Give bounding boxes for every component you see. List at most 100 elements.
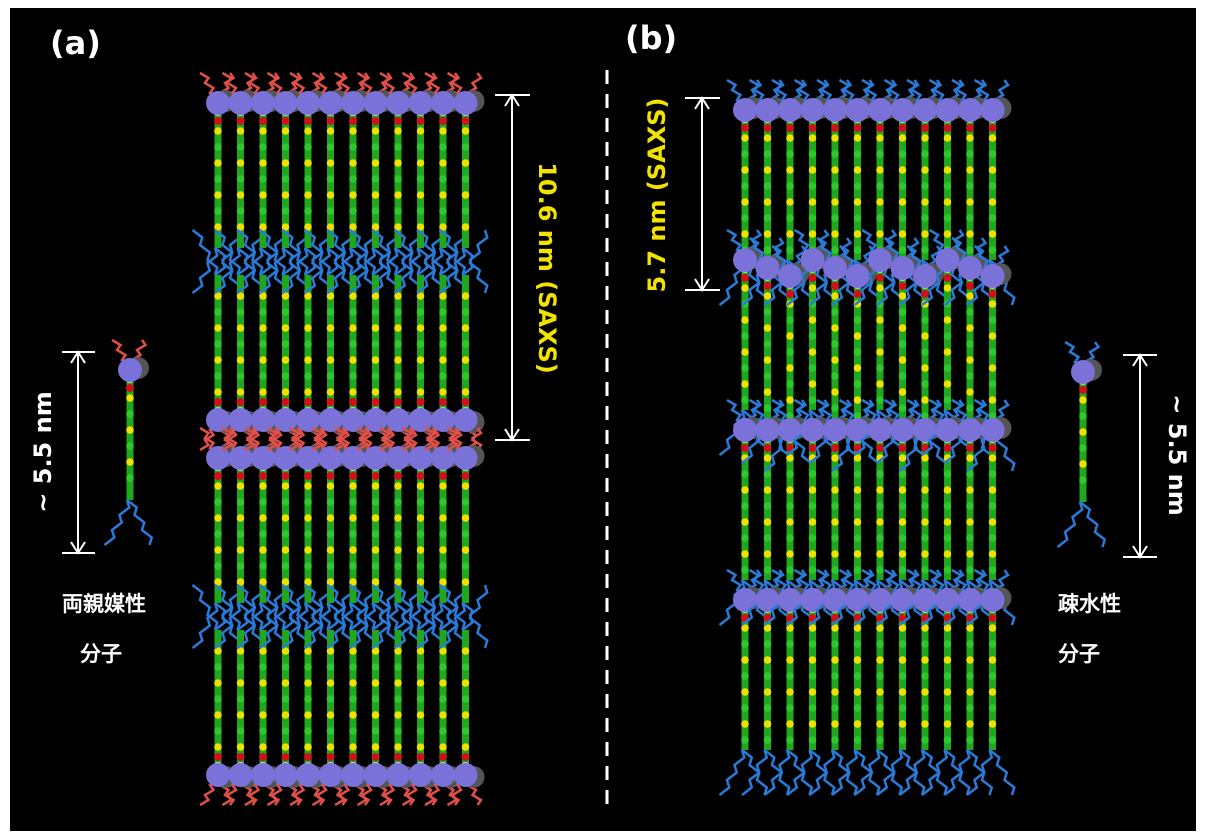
molecule-part [854,124,862,132]
molecule-part [214,191,222,199]
molecule-part [854,198,862,206]
molecule-part [237,127,245,135]
molecule-part [126,384,134,392]
molecule-part [372,143,380,151]
molecule-part [966,282,974,290]
molecule-part [809,656,817,664]
molecule-part [304,356,312,364]
molecule-part [809,444,817,452]
molecule-part [741,396,749,404]
molecule-part [394,514,402,522]
molecule-part [989,518,997,526]
molecule-part [327,159,335,167]
molecule-part [364,446,388,470]
molecule-part [349,530,357,538]
molecule-part [417,340,425,348]
molecule-part [394,398,402,406]
molecule-part [259,663,267,671]
molecule-part [944,656,952,664]
molecule-part [764,720,772,728]
molecule-part [764,372,772,380]
molecule-part [786,230,794,238]
molecule-part [921,332,929,340]
molecule-part [809,274,817,282]
molecule-part [809,182,817,190]
molecule-part [809,124,817,132]
molecule-part [417,546,425,554]
molecule-part [237,159,245,167]
molecule-part [394,472,402,480]
molecule-part [741,502,749,510]
molecule-part [304,207,312,215]
molecule-part [417,472,425,480]
molecule-part [989,502,997,510]
molecule-part [126,458,134,466]
molecule-part [831,672,839,680]
molecule-part [786,736,794,744]
molecule-part [462,207,470,215]
molecule-part [764,308,772,316]
molecule-part [349,143,357,151]
molecule-part [786,124,794,132]
molecule-part [1071,360,1095,384]
molecule-part [854,502,862,510]
molecule-part [417,372,425,380]
molecule-part [899,566,907,574]
molecule-part [801,418,825,442]
molecule-part [349,753,357,761]
molecule-part [958,418,982,442]
molecule-part [921,166,929,174]
molecule-part [854,688,862,696]
molecule-part [327,546,335,554]
molecule-part [349,514,357,522]
molecule-part [764,124,772,132]
molecule-part [966,518,974,526]
molecule-part [966,166,974,174]
molecule-part [364,408,388,432]
molecule-part [237,308,245,316]
molecule-part [786,672,794,680]
molecule-part [944,640,952,648]
molecule-part [876,230,884,238]
molecule-part [372,498,380,506]
molecule-part [741,198,749,206]
molecule-part [936,98,960,122]
molecule-part [327,143,335,151]
molecule-part [831,736,839,744]
molecule-part [899,534,907,542]
molecule-part [831,534,839,542]
molecule-part [809,486,817,494]
molecule-part [372,546,380,554]
molecule-part [981,418,1005,442]
molecule-part [462,498,470,506]
molecule-part [259,207,267,215]
molecule-part [944,518,952,526]
molecule-part [394,743,402,751]
molecule-part [394,679,402,687]
molecule-part [899,372,907,380]
molecule-part [327,530,335,538]
molecule-part [259,191,267,199]
molecule-part [831,404,839,412]
molecule-part [394,498,402,506]
molecule-part [439,308,447,316]
molecule-part [327,356,335,364]
molecule-part [921,150,929,158]
molecule-part [809,396,817,404]
molecule-part [237,117,245,125]
molecule-part [304,663,312,671]
molecule-part [439,340,447,348]
molecule-part [899,230,907,238]
molecule-part [394,663,402,671]
molecule-part [741,134,749,142]
molecule-part [989,198,997,206]
molecule-part [214,743,222,751]
molecule-part [327,482,335,490]
molecule-part [831,308,839,316]
molecule-part [237,324,245,332]
molecule-part [936,418,960,442]
molecule-part [741,444,749,452]
molecule-part [214,175,222,183]
panel-label: (a) [50,24,101,62]
molecule-part [809,198,817,206]
